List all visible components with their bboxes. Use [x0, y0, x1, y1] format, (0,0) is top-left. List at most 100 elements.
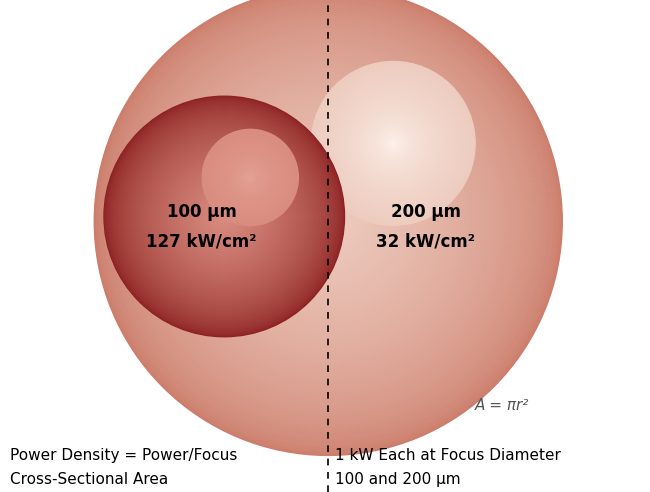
- Ellipse shape: [240, 168, 260, 187]
- Ellipse shape: [392, 142, 395, 145]
- Ellipse shape: [184, 77, 473, 366]
- Ellipse shape: [213, 206, 235, 227]
- Ellipse shape: [162, 154, 287, 278]
- Ellipse shape: [104, 0, 552, 446]
- Ellipse shape: [320, 70, 467, 217]
- Ellipse shape: [370, 120, 417, 167]
- Ellipse shape: [354, 104, 433, 183]
- Ellipse shape: [278, 171, 379, 272]
- Ellipse shape: [161, 154, 287, 279]
- Ellipse shape: [366, 116, 421, 171]
- Ellipse shape: [358, 108, 429, 179]
- Ellipse shape: [116, 9, 541, 434]
- Ellipse shape: [140, 132, 308, 301]
- Ellipse shape: [206, 133, 294, 222]
- Ellipse shape: [162, 56, 494, 387]
- Ellipse shape: [207, 199, 241, 234]
- Ellipse shape: [339, 89, 448, 198]
- Ellipse shape: [217, 210, 231, 223]
- Ellipse shape: [386, 137, 400, 150]
- Ellipse shape: [186, 79, 471, 364]
- Ellipse shape: [207, 134, 294, 221]
- Ellipse shape: [242, 170, 258, 185]
- Ellipse shape: [188, 81, 469, 362]
- Ellipse shape: [172, 164, 276, 269]
- Ellipse shape: [182, 75, 474, 368]
- Text: 200 μm: 200 μm: [391, 203, 461, 220]
- Ellipse shape: [178, 71, 478, 371]
- Text: 100 and 200 μm: 100 and 200 μm: [335, 472, 460, 487]
- Ellipse shape: [340, 90, 447, 197]
- Ellipse shape: [155, 147, 293, 286]
- Ellipse shape: [170, 162, 278, 271]
- Ellipse shape: [244, 171, 257, 184]
- Ellipse shape: [204, 196, 244, 237]
- Ellipse shape: [171, 163, 278, 270]
- Ellipse shape: [239, 166, 262, 189]
- Ellipse shape: [125, 19, 531, 424]
- Ellipse shape: [146, 138, 302, 295]
- Ellipse shape: [198, 91, 459, 352]
- Ellipse shape: [295, 188, 361, 254]
- Ellipse shape: [317, 67, 470, 220]
- Ellipse shape: [96, 0, 560, 454]
- Ellipse shape: [326, 77, 460, 210]
- Ellipse shape: [325, 75, 462, 212]
- Ellipse shape: [196, 188, 252, 245]
- Ellipse shape: [385, 135, 402, 152]
- Ellipse shape: [102, 0, 554, 448]
- Ellipse shape: [289, 183, 367, 260]
- Ellipse shape: [305, 198, 352, 245]
- Ellipse shape: [344, 94, 443, 192]
- Ellipse shape: [369, 119, 418, 168]
- Ellipse shape: [221, 214, 228, 219]
- Ellipse shape: [161, 54, 496, 389]
- Ellipse shape: [138, 130, 311, 303]
- Ellipse shape: [337, 88, 449, 199]
- Ellipse shape: [141, 133, 307, 300]
- Ellipse shape: [107, 99, 341, 334]
- Ellipse shape: [190, 183, 258, 250]
- Ellipse shape: [272, 165, 385, 278]
- Ellipse shape: [240, 167, 261, 188]
- Ellipse shape: [329, 79, 458, 208]
- Ellipse shape: [391, 141, 396, 146]
- Ellipse shape: [193, 185, 255, 247]
- Ellipse shape: [189, 182, 259, 251]
- Ellipse shape: [158, 151, 291, 282]
- Ellipse shape: [120, 13, 537, 430]
- Ellipse shape: [152, 144, 296, 289]
- Ellipse shape: [112, 5, 545, 438]
- Ellipse shape: [235, 162, 266, 193]
- Ellipse shape: [332, 82, 455, 205]
- Ellipse shape: [356, 107, 430, 180]
- Ellipse shape: [166, 158, 282, 275]
- Ellipse shape: [214, 141, 287, 214]
- Ellipse shape: [219, 212, 229, 221]
- Ellipse shape: [124, 116, 324, 317]
- Ellipse shape: [143, 135, 306, 298]
- Text: 1 kW Each at Focus Diameter: 1 kW Each at Focus Diameter: [335, 448, 560, 462]
- Ellipse shape: [218, 146, 282, 209]
- Ellipse shape: [139, 32, 517, 410]
- Text: Cross-Sectional Area: Cross-Sectional Area: [10, 472, 168, 487]
- Ellipse shape: [297, 190, 359, 252]
- Ellipse shape: [179, 171, 269, 262]
- Ellipse shape: [173, 165, 276, 268]
- Ellipse shape: [205, 197, 243, 236]
- Ellipse shape: [127, 119, 322, 314]
- Ellipse shape: [256, 149, 400, 294]
- Ellipse shape: [151, 44, 506, 399]
- Ellipse shape: [378, 128, 408, 158]
- Ellipse shape: [224, 151, 277, 204]
- Ellipse shape: [147, 139, 302, 294]
- Ellipse shape: [389, 139, 397, 148]
- Ellipse shape: [222, 150, 278, 205]
- Ellipse shape: [111, 103, 337, 330]
- Ellipse shape: [200, 192, 248, 241]
- Ellipse shape: [226, 154, 274, 202]
- Ellipse shape: [363, 113, 423, 173]
- Ellipse shape: [120, 112, 328, 321]
- Ellipse shape: [172, 65, 484, 377]
- Ellipse shape: [223, 116, 434, 327]
